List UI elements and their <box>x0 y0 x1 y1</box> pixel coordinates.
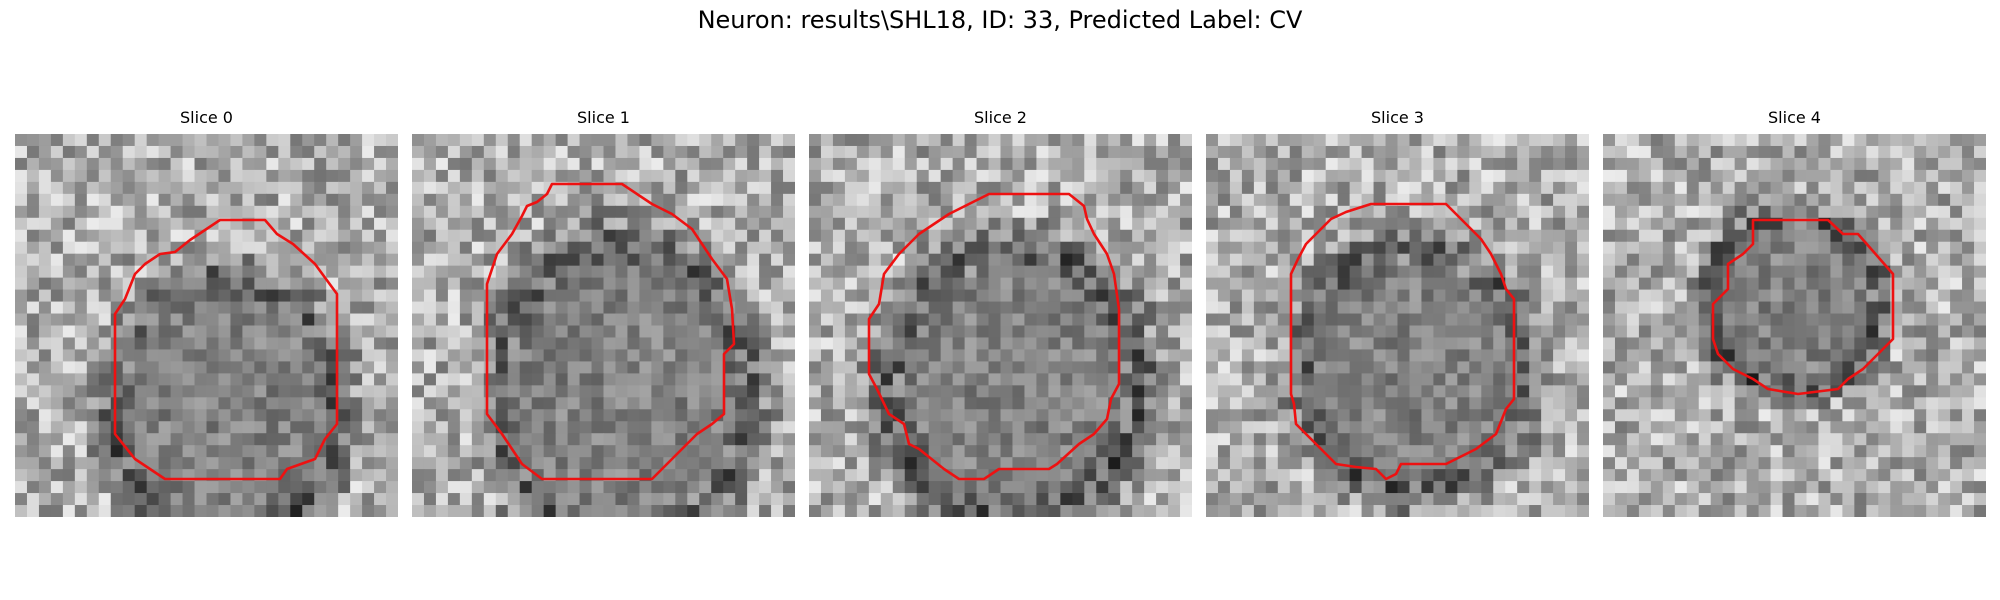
slice-panel-2: Slice 2 <box>809 108 1192 517</box>
slice-title: Slice 2 <box>974 108 1027 127</box>
slice-image <box>809 134 1192 517</box>
slice-panel-1: Slice 1 <box>412 108 795 517</box>
slice-image <box>412 134 795 517</box>
slice-title: Slice 1 <box>577 108 630 127</box>
slice-image <box>1603 134 1986 517</box>
neuron-contour <box>867 192 1121 481</box>
slice-panel-3: Slice 3 <box>1206 108 1589 517</box>
slice-title: Slice 0 <box>180 108 233 127</box>
neuron-contour <box>1289 202 1516 481</box>
figure-title: Neuron: results\SHL18, ID: 33, Predicted… <box>697 6 1303 34</box>
neuron-contour <box>485 182 736 481</box>
slice-image <box>15 134 398 517</box>
slice-panel-0: Slice 0 <box>15 108 398 517</box>
slice-title: Slice 4 <box>1768 108 1821 127</box>
slice-title: Slice 3 <box>1371 108 1424 127</box>
slice-panel-4: Slice 4 <box>1603 108 1986 517</box>
neuron-contour <box>113 218 339 481</box>
neuron-contour <box>1711 218 1895 396</box>
slice-image <box>1206 134 1589 517</box>
